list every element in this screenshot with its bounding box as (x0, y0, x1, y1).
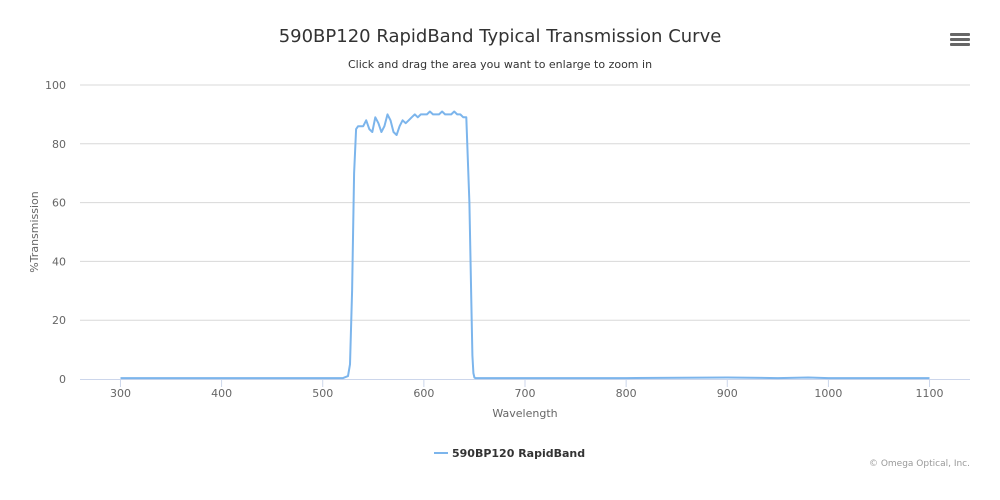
x-tick-label: 400 (211, 387, 232, 400)
x-tick-label: 600 (413, 387, 434, 400)
x-tick-label: 500 (312, 387, 333, 400)
y-tick-label: 80 (52, 138, 66, 151)
y-tick-label: 20 (52, 314, 66, 327)
chart-subtitle: Click and drag the area you want to enla… (347, 58, 653, 71)
x-tick-label: 1000 (814, 387, 842, 400)
legend[interactable]: 590BP120 RapidBand (434, 447, 585, 460)
x-tick-label: 800 (616, 387, 637, 400)
series-line[interactable] (120, 110, 930, 380)
y-tick-label: 40 (52, 255, 66, 268)
y-tick-label: 100 (45, 79, 66, 92)
hamburger-menu-icon[interactable] (950, 33, 970, 49)
x-axis-ticks: 300 400 500 600 700 800 900 1000 1100 (110, 379, 944, 400)
y-axis-ticks: 0 20 40 60 80 100 (45, 79, 66, 386)
series-group (120, 110, 930, 380)
y-tick-label: 0 (59, 373, 66, 386)
x-tick-label: 700 (515, 387, 536, 400)
credit-link[interactable]: © Omega Optical, Inc. (868, 459, 970, 469)
y-tick-label: 60 (52, 197, 66, 210)
chart-title: 590BP120 RapidBand Typical Transmission … (278, 26, 722, 47)
y-axis-title: %Transmission (28, 191, 41, 273)
x-tick-label: 300 (110, 387, 131, 400)
x-tick-label: 900 (717, 387, 738, 400)
grid-lines (80, 84, 970, 321)
legend-item-label[interactable]: 590BP120 RapidBand (452, 447, 585, 460)
x-axis-title: Wavelength (492, 407, 557, 420)
x-tick-label: 1100 (916, 387, 944, 400)
